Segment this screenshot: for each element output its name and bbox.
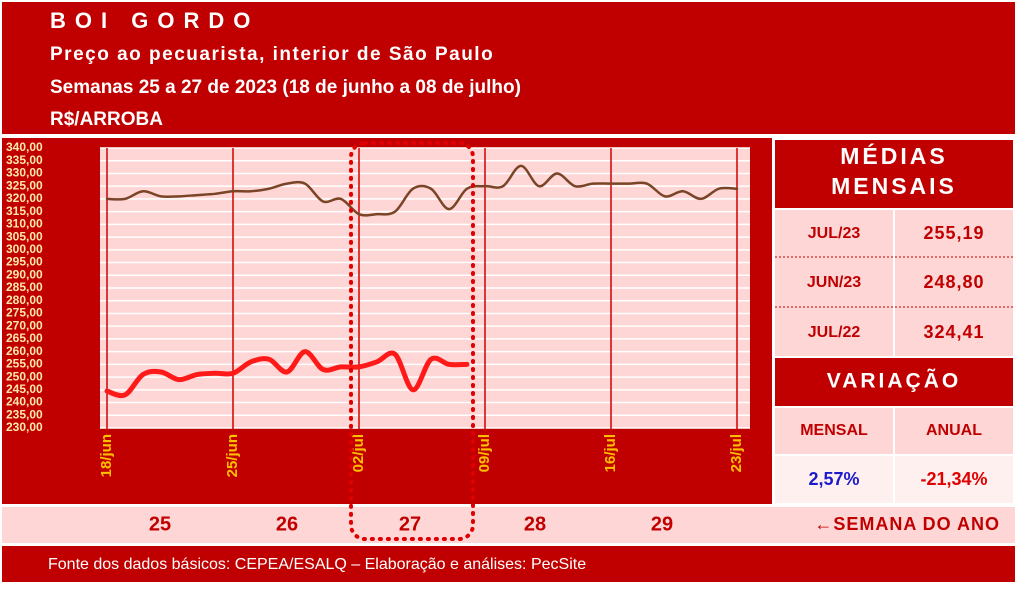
week-label: 28 [524, 513, 546, 535]
line-series [105, 164, 739, 217]
avg-value: 248,80 [923, 272, 984, 292]
title: BOI GORDO [50, 8, 259, 33]
variation-bg [775, 358, 1013, 406]
y-tick-label: 250,00 [6, 369, 43, 383]
subtitle: Preço ao pecuarista, interior de São Pau… [50, 44, 494, 65]
x-tick-label: 02/jul [350, 434, 367, 472]
x-tick-label: 16/jul [602, 434, 619, 472]
panel-title-bg [775, 140, 1013, 208]
variation-value: -21,34% [920, 469, 987, 489]
x-tick-label: 09/jul [476, 434, 493, 472]
y-tick-label: 295,00 [6, 255, 43, 269]
variation-value: 2,57% [808, 469, 859, 489]
y-tick-label: 245,00 [6, 382, 43, 396]
unit: R$/ARROBA [50, 109, 163, 130]
variation-title: VARIAÇÃO [827, 370, 961, 393]
y-tick-label: 315,00 [6, 204, 43, 218]
week-note: ←SEMANA DO ANO [814, 514, 1000, 534]
y-tick-label: 235,00 [6, 407, 43, 421]
y-tick-label: 320,00 [6, 191, 43, 205]
y-tick-label: 240,00 [6, 395, 43, 409]
footer: Fonte dos dados básicos: CEPEA/ESALQ – E… [48, 556, 586, 573]
y-tick-label: 255,00 [6, 357, 43, 371]
y-tick-label: 230,00 [6, 420, 43, 434]
y-tick-label: 335,00 [6, 153, 43, 167]
avg-value: 255,19 [923, 223, 984, 243]
y-tick-label: 285,00 [6, 280, 43, 294]
weeks-bg [2, 507, 1015, 543]
y-tick-label: 310,00 [6, 217, 43, 231]
week-label: 26 [276, 513, 298, 535]
highlight-box [349, 141, 475, 541]
week-label: 29 [651, 513, 673, 535]
y-tick-label: 275,00 [6, 306, 43, 320]
header-bg [2, 2, 1015, 134]
period-label: JUL/23 [808, 225, 861, 242]
y-tick-label: 270,00 [6, 318, 43, 332]
x-tick-label: 25/jun [224, 434, 241, 477]
y-tick-label: 280,00 [6, 293, 43, 307]
line-series [104, 349, 470, 399]
panel-title: MENSAIS [831, 173, 957, 199]
variation-header: MENSAL [800, 422, 868, 439]
avg-value: 324,41 [923, 322, 984, 342]
y-tick-label: 260,00 [6, 344, 43, 358]
week-label: 25 [149, 513, 171, 535]
y-tick-label: 265,00 [6, 331, 43, 345]
y-tick-label: 305,00 [6, 229, 43, 243]
y-tick-label: 330,00 [6, 166, 43, 180]
plot: 230,00235,00240,00245,00250,00255,00260,… [6, 140, 750, 477]
x-tick-label: 23/jul [728, 434, 745, 472]
y-tick-label: 325,00 [6, 178, 43, 192]
period-label: JUN/23 [807, 274, 861, 291]
variation-header: ANUAL [926, 422, 982, 439]
y-tick-label: 340,00 [6, 140, 43, 154]
y-tick-label: 290,00 [6, 267, 43, 281]
period-label: JUL/22 [808, 324, 861, 341]
period: Semanas 25 a 27 de 2023 (18 de junho a 0… [50, 77, 521, 98]
panel-title: MÉDIAS [840, 142, 947, 169]
y-tick-label: 300,00 [6, 242, 43, 256]
x-tick-label: 18/jun [98, 434, 115, 477]
week-label: 27 [399, 513, 421, 535]
footer-bg [2, 546, 1015, 582]
